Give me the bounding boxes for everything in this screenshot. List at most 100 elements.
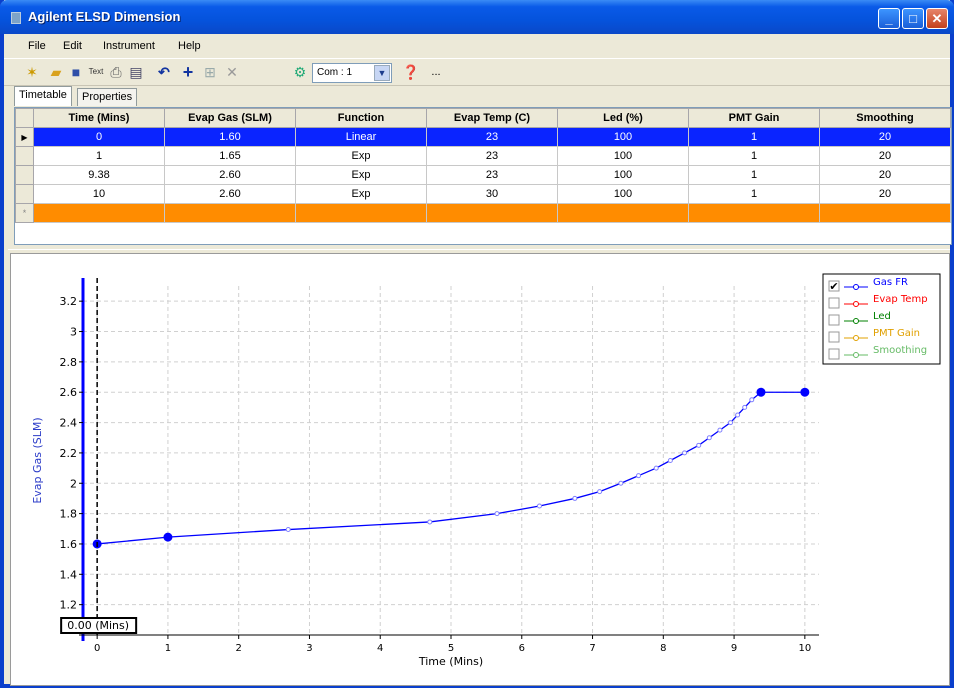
- table-cell[interactable]: 1: [688, 184, 820, 204]
- table-cell[interactable]: Linear: [295, 127, 427, 147]
- menu-file[interactable]: File: [28, 40, 46, 52]
- table-cell[interactable]: 100: [557, 165, 689, 185]
- data-point[interactable]: [597, 489, 603, 495]
- splitter[interactable]: [8, 249, 950, 253]
- row-selector[interactable]: [15, 146, 34, 166]
- table-cell[interactable]: 1: [688, 127, 820, 147]
- print-icon[interactable]: ⎙: [110, 64, 122, 80]
- table-cell[interactable]: 2.60: [164, 184, 296, 204]
- table-cell[interactable]: 23: [426, 127, 558, 147]
- table-cell[interactable]: 0: [33, 127, 165, 147]
- data-point[interactable]: [742, 404, 748, 410]
- table-cell[interactable]: 20: [819, 146, 951, 166]
- data-point[interactable]: [749, 397, 755, 403]
- delete-row-icon[interactable]: ✕: [226, 64, 238, 80]
- title-bar[interactable]: Agilent ELSD Dimension _ □ ✕: [0, 0, 954, 34]
- table-row[interactable]: 10 2.60 Exp 30 100 1 20: [15, 184, 951, 204]
- table-cell[interactable]: Exp: [295, 165, 427, 185]
- undo-icon[interactable]: ↶: [158, 64, 170, 80]
- table-cell[interactable]: 10: [33, 184, 165, 204]
- table-cell[interactable]: 30: [426, 184, 558, 204]
- text-export-icon[interactable]: Text: [88, 67, 104, 76]
- legend-label[interactable]: Gas FR: [873, 277, 908, 288]
- column-header[interactable]: Time (Mins): [33, 108, 165, 128]
- data-point[interactable]: [717, 427, 723, 433]
- open-folder-icon[interactable]: ▰: [50, 64, 62, 80]
- data-point[interactable]: [285, 527, 291, 533]
- data-point[interactable]: [536, 503, 542, 509]
- table-cell[interactable]: 23: [426, 165, 558, 185]
- table-row[interactable]: 1 1.65 Exp 23 100 1 20: [15, 146, 951, 166]
- close-button[interactable]: ✕: [926, 8, 948, 29]
- series-line-gas-fr[interactable]: [97, 391, 805, 545]
- table-cell[interactable]: 2.60: [164, 165, 296, 185]
- table-cell[interactable]: 100: [557, 146, 689, 166]
- data-point[interactable]: [667, 458, 673, 463]
- column-header[interactable]: Led (%): [557, 108, 689, 128]
- legend-checkbox[interactable]: [828, 280, 840, 292]
- data-point[interactable]: [427, 519, 433, 525]
- save-icon[interactable]: ■: [71, 64, 81, 80]
- table-cell[interactable]: 100: [557, 127, 689, 147]
- key-data-point[interactable]: [756, 387, 766, 397]
- data-point[interactable]: [735, 412, 741, 418]
- table-cell[interactable]: [164, 203, 296, 223]
- table-row[interactable]: 9.38 2.60 Exp 23 100 1 20: [15, 165, 951, 185]
- add-row-icon[interactable]: +: [182, 62, 194, 82]
- column-header[interactable]: Evap Gas (SLM): [164, 108, 296, 128]
- legend-label[interactable]: Smoothing: [873, 345, 927, 356]
- table-cell[interactable]: 1.60: [164, 127, 296, 147]
- table-cell[interactable]: [295, 203, 427, 223]
- table-cell[interactable]: [688, 203, 820, 223]
- table-cell[interactable]: [33, 203, 165, 223]
- table-cell[interactable]: 1.65: [164, 146, 296, 166]
- table-cell[interactable]: [819, 203, 951, 223]
- data-point[interactable]: [706, 435, 712, 441]
- data-point[interactable]: [618, 480, 624, 486]
- more-button[interactable]: ...: [431, 66, 441, 78]
- new-row[interactable]: *: [15, 203, 951, 223]
- table-cell[interactable]: [426, 203, 558, 223]
- help-icon[interactable]: ❓: [402, 64, 420, 80]
- data-point[interactable]: [653, 465, 659, 471]
- com-port-select[interactable]: Com : 1 ▼: [312, 63, 392, 83]
- maximize-button[interactable]: □: [902, 8, 924, 29]
- key-data-point[interactable]: [163, 532, 173, 542]
- legend-checkbox[interactable]: [828, 314, 840, 326]
- table-cell[interactable]: [557, 203, 689, 223]
- legend-label[interactable]: Evap Temp: [873, 294, 928, 305]
- table-cell[interactable]: 20: [819, 165, 951, 185]
- table-cell[interactable]: 23: [426, 146, 558, 166]
- legend-checkbox[interactable]: [828, 348, 840, 360]
- insert-row-icon[interactable]: ⊞: [204, 64, 216, 80]
- menu-help[interactable]: Help: [178, 40, 201, 52]
- table-cell[interactable]: 100: [557, 184, 689, 204]
- table-cell[interactable]: 1: [688, 146, 820, 166]
- legend-label[interactable]: PMT Gain: [873, 328, 920, 339]
- legend-label[interactable]: Led: [873, 311, 891, 322]
- table-cell[interactable]: 1: [33, 146, 165, 166]
- tab-properties[interactable]: Properties: [77, 88, 138, 106]
- menu-edit[interactable]: Edit: [63, 40, 82, 52]
- key-data-point[interactable]: [800, 387, 810, 397]
- data-point[interactable]: [636, 473, 642, 479]
- table-cell[interactable]: Exp: [295, 184, 427, 204]
- table-cell[interactable]: 9.38: [33, 165, 165, 185]
- column-header[interactable]: PMT Gain: [688, 108, 820, 128]
- row-selector[interactable]: ▶: [15, 127, 34, 147]
- tab-timetable[interactable]: Timetable: [14, 86, 72, 106]
- legend-checkbox[interactable]: [828, 297, 840, 309]
- data-point[interactable]: [696, 442, 702, 448]
- legend-checkbox[interactable]: [828, 331, 840, 343]
- table-cell[interactable]: 20: [819, 184, 951, 204]
- data-point[interactable]: [728, 420, 734, 426]
- chevron-down-icon[interactable]: ▼: [374, 65, 390, 81]
- print-preview-icon[interactable]: ▤: [129, 64, 143, 80]
- row-selector[interactable]: [15, 165, 34, 185]
- data-point[interactable]: [494, 511, 500, 517]
- connect-icon[interactable]: ⚙: [293, 64, 307, 80]
- new-file-icon[interactable]: ✶: [26, 64, 38, 80]
- column-header[interactable]: Smoothing: [819, 108, 951, 128]
- table-cell[interactable]: 1: [688, 165, 820, 185]
- row-selector[interactable]: [15, 184, 34, 204]
